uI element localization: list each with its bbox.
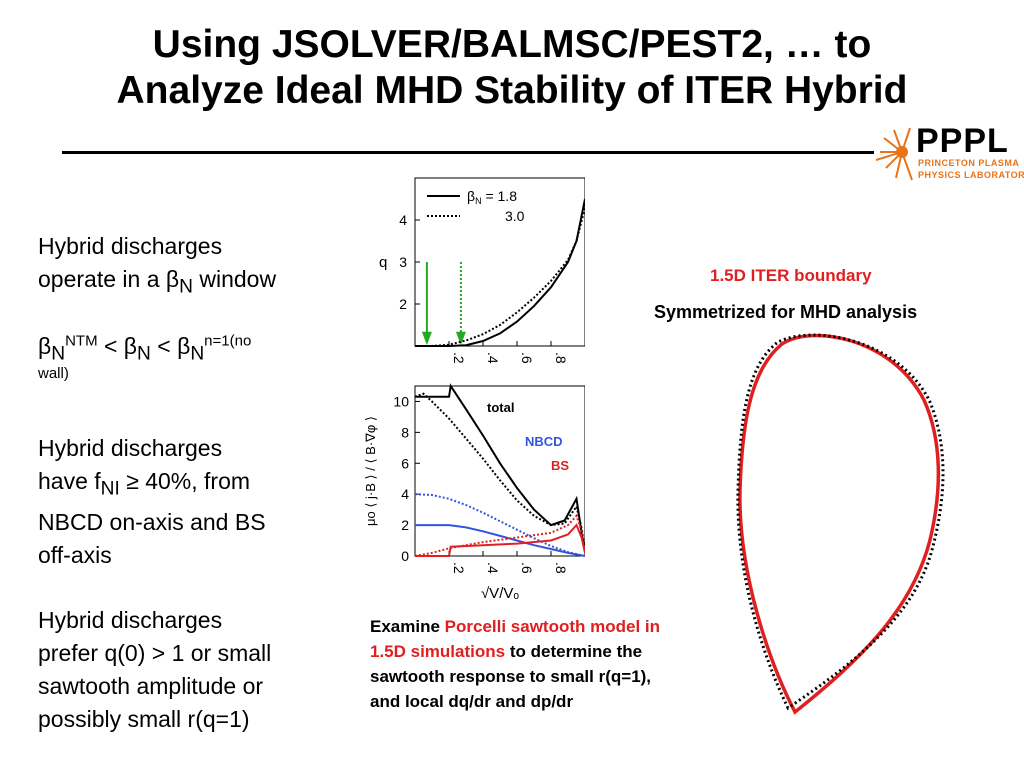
x-tick-label: .2 [451, 562, 467, 574]
q1-arrow-head [455, 331, 466, 346]
bullet-line: prefer q(0) > 1 or small [38, 640, 272, 666]
title-underline [62, 151, 874, 154]
beta-symbol: β [38, 333, 52, 359]
boundary-red-curve [738, 333, 941, 715]
less-than: < [150, 333, 178, 359]
pppl-logo: PPPL PRINCETON PLASMA PHYSICS LABORATORY [872, 120, 1024, 190]
bullet-noninductive-fraction: Hybrid discharges have fNI ≥ 40%, from N… [38, 432, 266, 572]
legend-label-2: 3.0 [505, 208, 525, 224]
bullet-line: sawtooth amplitude or [38, 673, 264, 699]
bullet-operating-window: Hybrid discharges operate in a βN window [38, 230, 276, 304]
bullet-line: Hybrid discharges [38, 607, 223, 633]
y-tick-label: 0 [401, 548, 409, 564]
subscript: N [137, 343, 151, 365]
x-tick-label: .4 [485, 562, 501, 574]
bullet-line: Hybrid discharges [38, 435, 223, 461]
current-series-line [414, 513, 585, 557]
x-tick-label: .6 [519, 352, 535, 364]
plot-frame [414, 385, 585, 557]
boundary-dotted-curve [736, 333, 945, 711]
subscript: N [190, 343, 205, 365]
current-series-line [415, 523, 585, 557]
x-tick-label: .2 [451, 352, 467, 364]
wall-note: wall) [38, 364, 69, 382]
y-tick-label: 3 [399, 254, 407, 270]
y-tick-label: 8 [401, 424, 409, 440]
beta-inequality: βNNTM < βN < βNn=1(no [38, 330, 251, 371]
beta-symbol: β [177, 333, 191, 359]
text-span: have f [38, 468, 101, 494]
bullet-line: NBCD on-axis and BS [38, 508, 266, 535]
x-axis-label: √V/Vₒ [481, 585, 519, 602]
bullet-beta-inequality: βNNTM < βN < βNn=1(no wall) [38, 330, 251, 383]
caption-lead: Examine [370, 617, 445, 636]
subscript: NI [100, 478, 120, 500]
x-tick-label: .8 [553, 352, 569, 364]
sunburst-icon [875, 127, 913, 181]
bullet-line: operate in a βN window [38, 263, 276, 304]
plasma-boundary-figure [736, 333, 945, 715]
caption-rest: to determine the sawtooth response to sm… [370, 642, 652, 711]
bullet-line: possibly small r(q=1) [38, 706, 250, 732]
y-tick-label: 2 [401, 517, 409, 533]
superscript: NTM [65, 332, 98, 350]
y-tick-label: 6 [401, 455, 409, 471]
text-span: ≥ 40%, from [119, 468, 251, 494]
y-tick-label: 10 [393, 393, 409, 409]
logo-subtitle-1: PRINCETON PLASMA [918, 158, 1020, 168]
text-span: window [192, 266, 277, 292]
bullet-line: off-axis [38, 541, 112, 568]
slide-title: Using JSOLVER/BALMSC/PEST2, … to Analyze… [0, 22, 1024, 114]
caption-highlight: Porcelli sawtooth model in 1.5D simulati… [370, 617, 661, 661]
current-series-line [415, 383, 585, 552]
y-axis-label: q [379, 254, 387, 271]
legend-label-1: βN = 1.8 [467, 188, 517, 206]
bullet-line: have fNI ≥ 40%, from [38, 465, 266, 506]
current-series-line [414, 392, 585, 552]
y-axis-label: μo ⟨ j·B ⟩ / ⟨ B·∇φ ⟩ [363, 416, 378, 526]
subscript: N [179, 276, 193, 298]
q1-arrow-head [421, 331, 432, 346]
series-label-bs: BS [551, 458, 569, 473]
title-line-1: Using JSOLVER/BALMSC/PEST2, … to [152, 23, 872, 66]
x-tick-label: .4 [485, 352, 501, 364]
bullet-q0-preference: Hybrid discharges prefer q(0) > 1 or sma… [38, 604, 271, 736]
title-line-2: Analyze Ideal MHD Stability of ITER Hybr… [116, 69, 908, 112]
text-span: operate in a [38, 266, 166, 292]
bullet-line: Hybrid discharges [38, 233, 223, 259]
x-tick-label: .8 [553, 562, 569, 574]
x-tick-label: .6 [519, 562, 535, 574]
q-series-line [415, 207, 585, 347]
beta-symbol: β [123, 333, 138, 359]
y-tick-label: 4 [401, 486, 409, 502]
current-series-line [414, 493, 585, 557]
superscript: n=1(no [204, 332, 252, 350]
logo-subtitle-2: PHYSICS LABORATORY [918, 170, 1024, 180]
y-tick-label: 4 [399, 212, 407, 228]
caption-porcelli: Examine Porcelli sawtooth model in 1.5D … [370, 614, 670, 714]
series-label-nbcd: NBCD [525, 434, 563, 449]
logo-wordmark: PPPL [916, 122, 1009, 160]
current-series-line [415, 524, 585, 557]
series-label-total: total [487, 400, 514, 415]
less-than: < [97, 333, 124, 359]
boundary-label-black: Symmetrized for MHD analysis [654, 302, 918, 322]
subscript: N [51, 343, 66, 365]
y-tick-label: 2 [399, 296, 407, 312]
beta-symbol: β [165, 266, 180, 292]
boundary-label-red: 1.5D ITER boundary [710, 266, 872, 285]
